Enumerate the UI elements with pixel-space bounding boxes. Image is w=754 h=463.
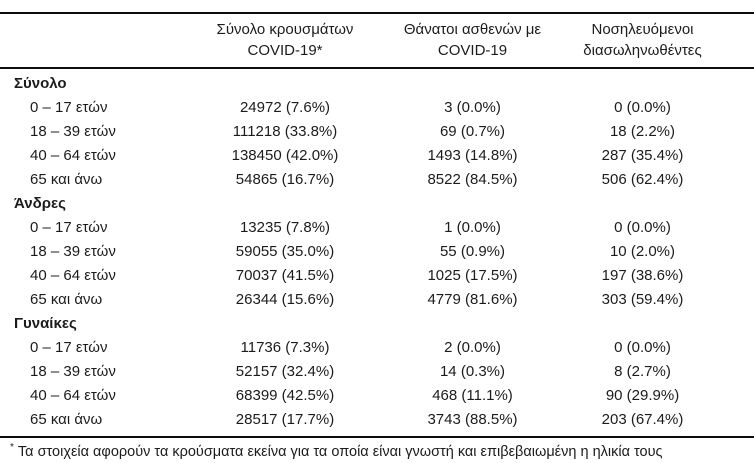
age-label: 0 – 17 ετών	[30, 218, 108, 236]
deaths-cell: 8522 (84.5%)	[427, 170, 518, 188]
intubated-cell: 203 (67.4%)	[601, 410, 684, 428]
group-header-men: Άνδρες	[0, 192, 754, 216]
table-row: 0 – 17 ετών 24972 (7.6%) 3 (0.0%) 0 (0.0…	[0, 96, 754, 120]
table-row: 65 και άνω 28517 (17.7%) 3743 (88.5%) 20…	[0, 408, 754, 432]
group-header-total: Σύνολο	[0, 72, 754, 96]
table-row: 65 και άνω 26344 (15.6%) 4779 (81.6%) 30…	[0, 288, 754, 312]
table-row: 18 – 39 ετών 52157 (32.4%) 14 (0.3%) 8 (…	[0, 360, 754, 384]
age-label: 40 – 64 ετών	[30, 266, 116, 284]
group-label: Άνδρες	[14, 194, 66, 212]
footnote: * Τα στοιχεία αφορούν τα κρούσματα εκείνα…	[0, 438, 754, 462]
table-body: Σύνολο 0 – 17 ετών 24972 (7.6%) 3 (0.0%)…	[0, 69, 754, 436]
header-divider	[0, 67, 754, 69]
group-header-women: Γυναίκες	[0, 312, 754, 336]
age-label: 18 – 39 ετών	[30, 122, 116, 140]
deaths-cell: 3 (0.0%)	[444, 98, 501, 116]
age-label: 40 – 64 ετών	[30, 146, 116, 164]
column-header-deaths-line2: COVID-19	[437, 42, 508, 59]
column-header-deaths-line1: Θάνατοι ασθενών με	[403, 21, 542, 38]
cases-cell: 26344 (15.6%)	[235, 290, 335, 308]
intubated-cell: 18 (2.2%)	[609, 122, 676, 140]
cases-cell: 11736 (7.3%)	[240, 338, 330, 356]
intubated-cell: 287 (35.4%)	[601, 146, 684, 164]
deaths-cell: 3743 (88.5%)	[427, 410, 518, 428]
age-label: 0 – 17 ετών	[30, 338, 108, 356]
deaths-cell: 1025 (17.5%)	[427, 266, 518, 284]
deaths-cell: 69 (0.7%)	[439, 122, 506, 140]
intubated-cell: 197 (38.6%)	[601, 266, 684, 284]
cases-cell: 54865 (16.7%)	[235, 170, 335, 188]
column-header-empty	[0, 19, 190, 61]
deaths-cell: 468 (11.1%)	[432, 386, 513, 404]
age-label: 65 και άνω	[30, 290, 103, 308]
column-header-deaths: Θάνατοι ασθενών με COVID-19	[380, 19, 565, 61]
column-header-cases-line2: COVID-19*	[247, 42, 323, 59]
table-row: 0 – 17 ετών 11736 (7.3%) 2 (0.0%) 0 (0.0…	[0, 336, 754, 360]
intubated-cell: 0 (0.0%)	[614, 98, 671, 116]
table-row: 18 – 39 ετών 59055 (35.0%) 55 (0.9%) 10 …	[0, 240, 754, 264]
table-row: 65 και άνω 54865 (16.7%) 8522 (84.5%) 50…	[0, 168, 754, 192]
column-header-cases-line1: Σύνολο κρουσμάτων	[216, 21, 354, 38]
age-label: 0 – 17 ετών	[30, 98, 108, 116]
table-row: 18 – 39 ετών 111218 (33.8%) 69 (0.7%) 18…	[0, 120, 754, 144]
group-label: Σύνολο	[14, 74, 67, 92]
table-row: 40 – 64 ετών 138450 (42.0%) 1493 (14.8%)…	[0, 144, 754, 168]
deaths-cell: 14 (0.3%)	[439, 362, 506, 380]
age-label: 65 και άνω	[30, 170, 103, 188]
deaths-cell: 2 (0.0%)	[444, 338, 501, 356]
cases-cell: 70037 (41.5%)	[235, 266, 335, 284]
deaths-cell: 55 (0.9%)	[439, 242, 506, 260]
cases-cell: 24972 (7.6%)	[239, 98, 331, 116]
group-label: Γυναίκες	[14, 314, 77, 332]
cases-cell: 68399 (42.5%)	[235, 386, 335, 404]
cases-cell: 13235 (7.8%)	[239, 218, 331, 236]
column-header-row: Σύνολο κρουσμάτων COVID-19* Θάνατοι ασθε…	[0, 14, 754, 67]
intubated-cell: 10 (2.0%)	[609, 242, 676, 260]
intubated-cell: 0 (0.0%)	[614, 218, 671, 236]
deaths-cell: 1493 (14.8%)	[427, 146, 518, 164]
column-header-intubated: Νοσηλευόμενοι διασωληνωθέντες	[565, 19, 754, 61]
age-label: 65 και άνω	[30, 410, 103, 428]
intubated-cell: 90 (29.9%)	[605, 386, 680, 404]
intubated-cell: 506 (62.4%)	[601, 170, 684, 188]
top-rule-divider	[0, 12, 754, 14]
column-header-intubated-line2: διασωληνωθέντες	[583, 42, 702, 59]
column-header-cases: Σύνολο κρουσμάτων COVID-19*	[190, 19, 380, 61]
age-label: 40 – 64 ετών	[30, 386, 116, 404]
table-row: 40 – 64 ετών 70037 (41.5%) 1025 (17.5%) …	[0, 264, 754, 288]
cases-cell: 28517 (17.7%)	[235, 410, 335, 428]
cases-cell: 52157 (32.4%)	[235, 362, 335, 380]
cases-cell: 138450 (42.0%)	[231, 146, 339, 164]
cases-cell: 111218 (33.8%)	[232, 122, 338, 140]
column-header-intubated-line1: Νοσηλευόμενοι	[591, 21, 694, 38]
age-label: 18 – 39 ετών	[30, 242, 116, 260]
age-label: 18 – 39 ετών	[30, 362, 116, 380]
deaths-cell: 4779 (81.6%)	[427, 290, 518, 308]
cases-cell: 59055 (35.0%)	[235, 242, 335, 260]
intubated-cell: 0 (0.0%)	[614, 338, 671, 356]
footnote-marker: *	[10, 441, 14, 453]
footnote-divider	[0, 435, 754, 438]
deaths-cell: 1 (0.0%)	[444, 218, 501, 236]
intubated-cell: 8 (2.7%)	[614, 362, 671, 380]
table-row: 0 – 17 ετών 13235 (7.8%) 1 (0.0%) 0 (0.0…	[0, 216, 754, 240]
intubated-cell: 303 (59.4%)	[601, 290, 684, 308]
footnote-text: Τα στοιχεία αφορούν τα κρούσματα εκείνα …	[17, 443, 663, 460]
table-row: 40 – 64 ετών 68399 (42.5%) 468 (11.1%) 9…	[0, 384, 754, 408]
